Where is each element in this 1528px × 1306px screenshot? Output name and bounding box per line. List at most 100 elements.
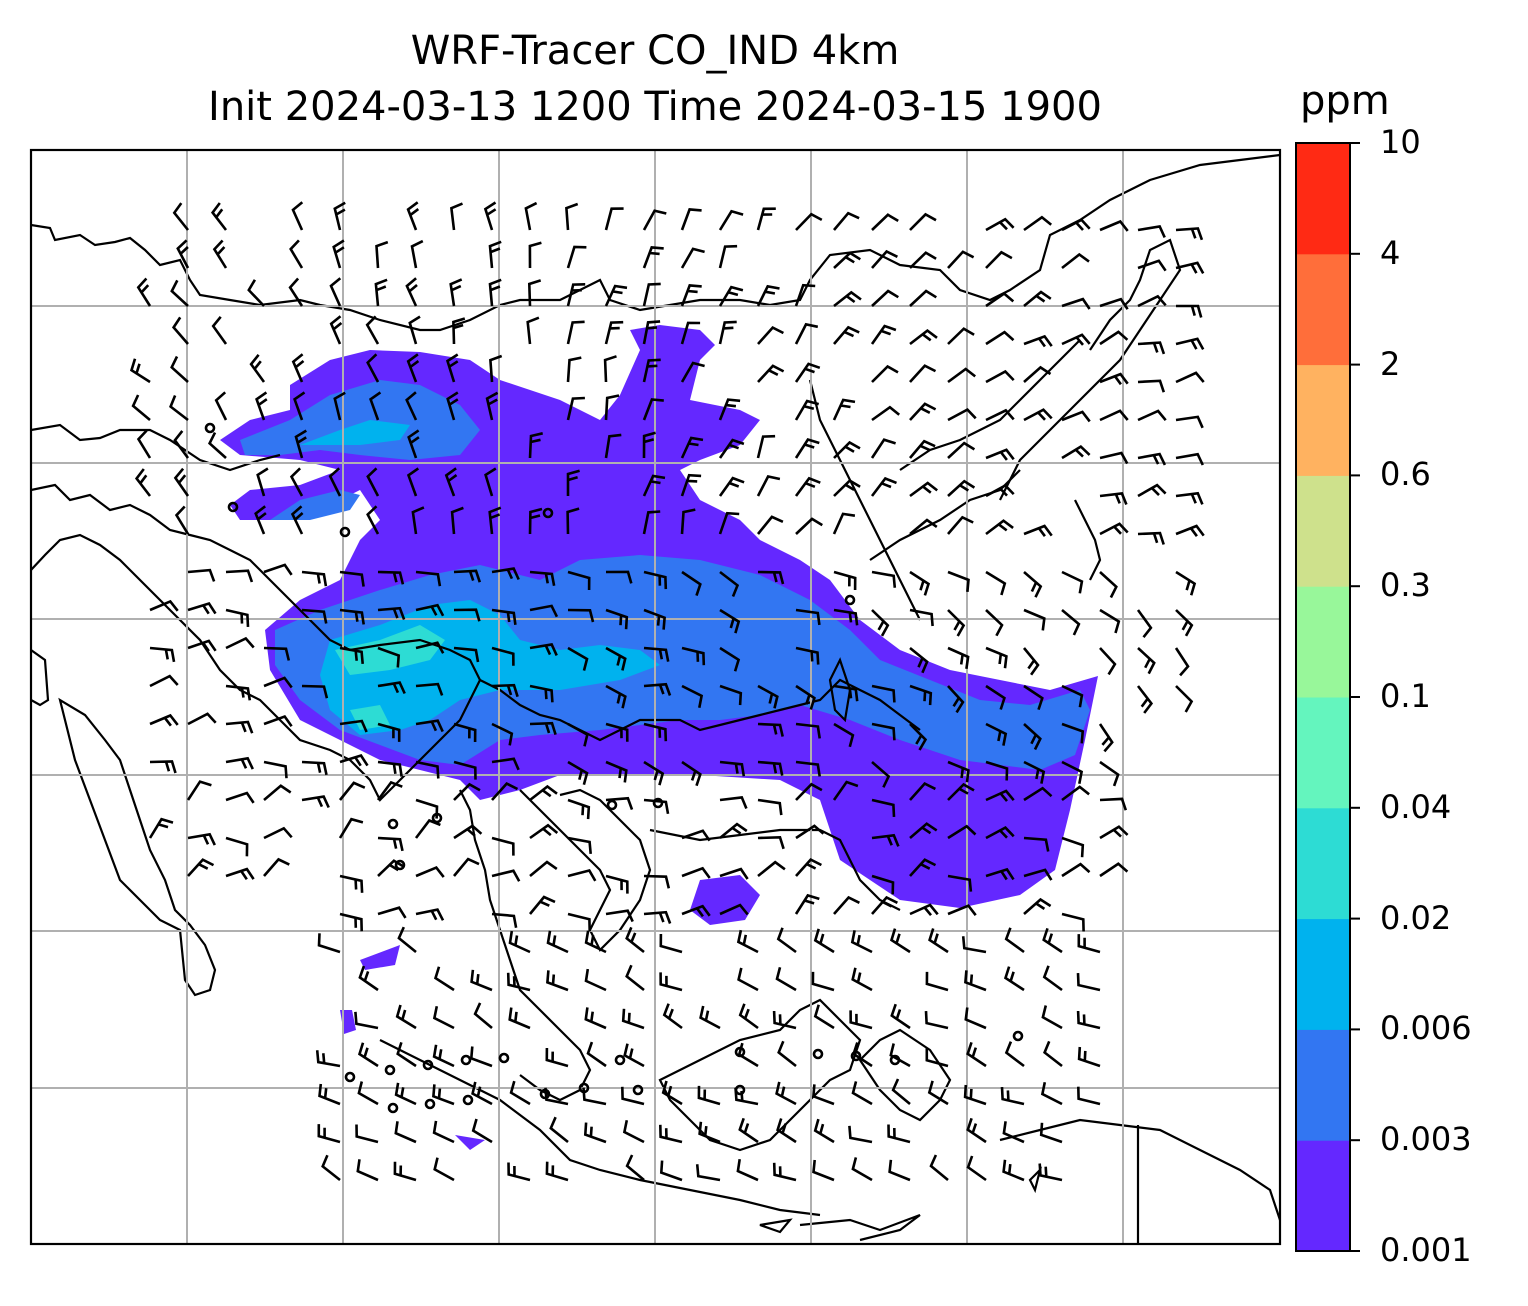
wind-barb: [681, 570, 702, 597]
colorbar-tick-label: 0.6: [1380, 455, 1431, 494]
wind-barb: [377, 681, 406, 695]
wind-barb: [1061, 570, 1084, 594]
wind-barb: [1099, 825, 1129, 840]
wind-barb: [1099, 451, 1129, 465]
wind-barb: [719, 867, 749, 880]
wind-barb: [1023, 608, 1046, 631]
wind-barb: [470, 969, 493, 992]
wind-barb: [985, 760, 1009, 781]
wind-barb: [947, 685, 965, 714]
colorbar-segment: [1296, 1140, 1350, 1252]
colorbar-tick-label: 0.1: [1380, 677, 1431, 715]
wind-barb: [850, 930, 873, 954]
wind-barb: [566, 507, 580, 535]
wind-barb: [1043, 1040, 1063, 1068]
wind-barb: [484, 467, 497, 497]
wind-barb: [294, 429, 307, 459]
wind-barb: [719, 646, 741, 672]
wind-barb: [471, 1118, 493, 1144]
wind-barb: [643, 682, 672, 696]
wind-barb: [1099, 571, 1118, 599]
wind-barb: [377, 760, 403, 777]
wind-barb: [794, 437, 820, 459]
wind-barb: [605, 646, 627, 671]
wind-barb: [851, 967, 873, 992]
wind-barb: [1137, 647, 1156, 675]
wind-barb: [889, 928, 911, 954]
wind-barb: [871, 895, 898, 915]
wind-barb: [1023, 836, 1050, 852]
wind-barb: [291, 201, 304, 231]
wind-barb: [1022, 647, 1040, 676]
wind-barb: [453, 646, 480, 663]
wind-barb: [301, 684, 329, 699]
wind-barb: [566, 320, 585, 345]
wind-barb: [453, 569, 482, 583]
colorbar-segment: [1296, 807, 1350, 920]
wind-barb: [173, 430, 190, 459]
wind-barb: [643, 646, 670, 662]
wind-barb: [529, 823, 559, 840]
wind-barb: [414, 818, 441, 839]
wind-barb: [1175, 337, 1205, 351]
wind-barb: [1099, 760, 1120, 787]
wind-barb: [812, 1159, 835, 1182]
wind-barb: [453, 760, 477, 780]
calm-wind-marker: [844, 594, 856, 606]
wind-barb: [507, 1162, 531, 1182]
wind-barb: [604, 320, 624, 345]
wind-barb: [1175, 570, 1197, 596]
wind-barb: [961, 936, 987, 954]
wind-barb: [756, 284, 780, 307]
wind-barb: [1061, 912, 1085, 932]
wind-barb: [366, 505, 380, 535]
wind-barb: [315, 1050, 341, 1068]
wind-barb: [134, 468, 152, 497]
wind-barb: [680, 321, 701, 345]
wind-barb: [947, 515, 974, 535]
wind-barb: [643, 760, 665, 786]
wind-barb: [333, 391, 346, 421]
wind-barb: [187, 639, 217, 652]
wind-barb: [871, 249, 898, 269]
wind-barb: [642, 282, 661, 307]
wind-barb: [172, 202, 190, 231]
wind-barb: [415, 760, 440, 779]
wind-barb: [985, 448, 1015, 461]
wind-barb: [1136, 609, 1153, 639]
wind-barb: [1099, 862, 1129, 878]
wind-barb: [256, 467, 269, 497]
colorbar-segment: [1296, 918, 1350, 1030]
wind-barb: [772, 1162, 797, 1182]
wind-barb: [1099, 330, 1129, 346]
wind-barb: [909, 212, 937, 231]
wind-barb: [405, 391, 418, 421]
wind-barb: [1137, 225, 1166, 238]
wind-barb: [833, 251, 861, 269]
colorbar-tick-label: 0.006: [1380, 1009, 1472, 1048]
wind-barb: [757, 570, 785, 585]
wind-barb: [642, 358, 661, 383]
wind-barb: [225, 720, 254, 734]
wind-barb: [406, 353, 420, 383]
wind-barb: [450, 506, 464, 535]
wind-barb: [605, 909, 634, 923]
wind-barb: [681, 829, 711, 842]
wind-barb: [719, 795, 748, 809]
wind-barb: [756, 475, 781, 497]
wind-barb: [699, 1005, 721, 1030]
wind-barb: [377, 906, 407, 919]
wind-barb: [1061, 609, 1081, 636]
wind-barb: [136, 277, 152, 307]
wind-barb: [871, 289, 899, 307]
wind-barb: [870, 324, 897, 345]
wind-barb: [301, 608, 328, 624]
wind-barb: [1137, 409, 1167, 422]
calm-wind-marker: [387, 1102, 399, 1114]
colorbar-unit-label: ppm: [1300, 78, 1390, 124]
wind-barb: [738, 1003, 759, 1030]
wind-barb: [377, 859, 405, 877]
wind-barb: [567, 760, 589, 786]
wind-barb: [604, 284, 628, 307]
wind-barb: [1061, 722, 1085, 744]
